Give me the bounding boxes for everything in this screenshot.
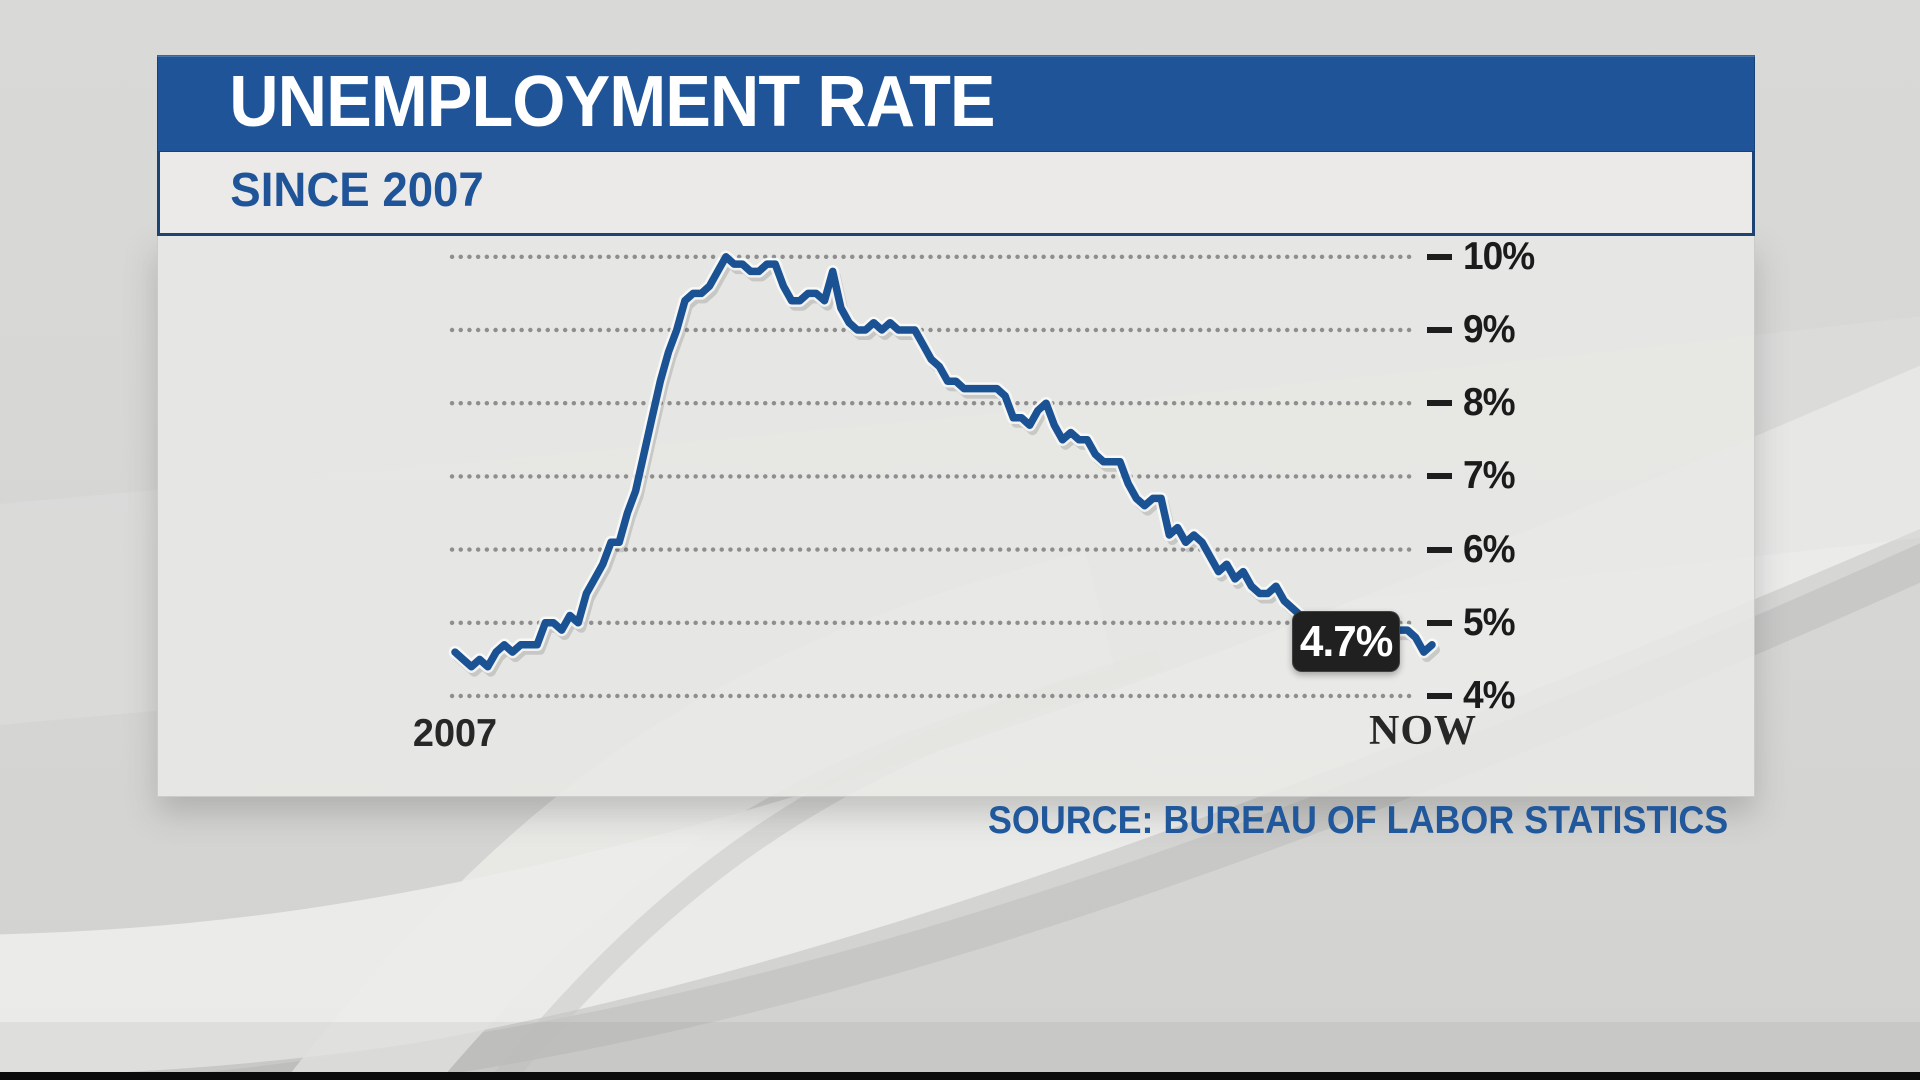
backdrop-floor-band [0, 1022, 1920, 1080]
y-axis-tick: 8% [1427, 381, 1517, 425]
chart-subtitle: SINCE 2007 [230, 164, 484, 217]
source-attribution: SOURCE: BUREAU OF LABOR STATISTICS [988, 799, 1729, 842]
tick-dash-icon [1427, 327, 1452, 333]
y-axis-tick: 6% [1427, 528, 1517, 572]
tick-label: 5% [1463, 600, 1516, 644]
tick-dash-icon [1427, 546, 1452, 553]
chart-subtitle-band: SINCE 2007 [157, 152, 1755, 236]
tick-label: 9% [1463, 308, 1516, 351]
bottom-letterbox-strip [0, 1072, 1920, 1080]
y-axis-tick: 9% [1427, 308, 1517, 352]
tick-dash-icon [1427, 473, 1452, 480]
y-axis-tick: 4% [1427, 674, 1517, 718]
x-axis-label-start: 2007 [412, 712, 498, 755]
chart-title-bar: UNEMPLOYMENT RATE [157, 55, 1755, 152]
y-axis-tick: 7% [1427, 454, 1517, 498]
tick-dash-icon [1427, 693, 1452, 699]
tick-label: 4% [1463, 674, 1516, 717]
tick-dash-icon [1427, 253, 1452, 260]
tick-label: 7% [1463, 454, 1516, 498]
tick-label: 6% [1463, 527, 1516, 571]
x-axis-label-now: NOW [1369, 708, 1477, 754]
current-value-badge: 4.7% [1292, 611, 1400, 672]
tick-dash-icon [1427, 619, 1452, 626]
current-value-text: 4.7% [1299, 616, 1393, 666]
chart-title: UNEMPLOYMENT RATE [229, 62, 995, 142]
tick-label: 10% [1463, 234, 1535, 278]
tick-label: 8% [1463, 381, 1516, 425]
y-axis-tick: 5% [1427, 601, 1517, 645]
y-axis-tick: 10% [1427, 235, 1538, 279]
tick-dash-icon [1427, 400, 1452, 407]
